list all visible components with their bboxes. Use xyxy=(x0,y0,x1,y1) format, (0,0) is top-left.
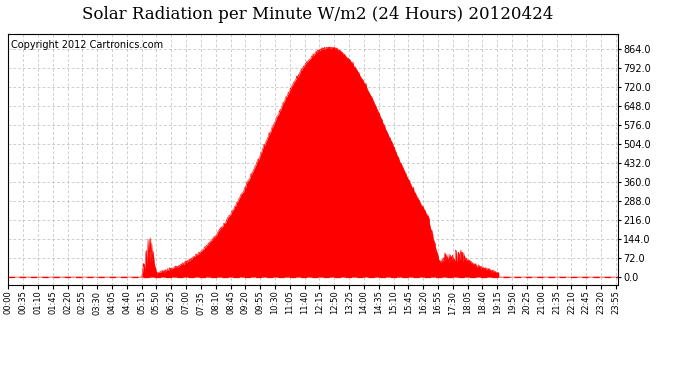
Text: Solar Radiation per Minute W/m2 (24 Hours) 20120424: Solar Radiation per Minute W/m2 (24 Hour… xyxy=(81,6,553,22)
Text: Copyright 2012 Cartronics.com: Copyright 2012 Cartronics.com xyxy=(11,40,164,50)
